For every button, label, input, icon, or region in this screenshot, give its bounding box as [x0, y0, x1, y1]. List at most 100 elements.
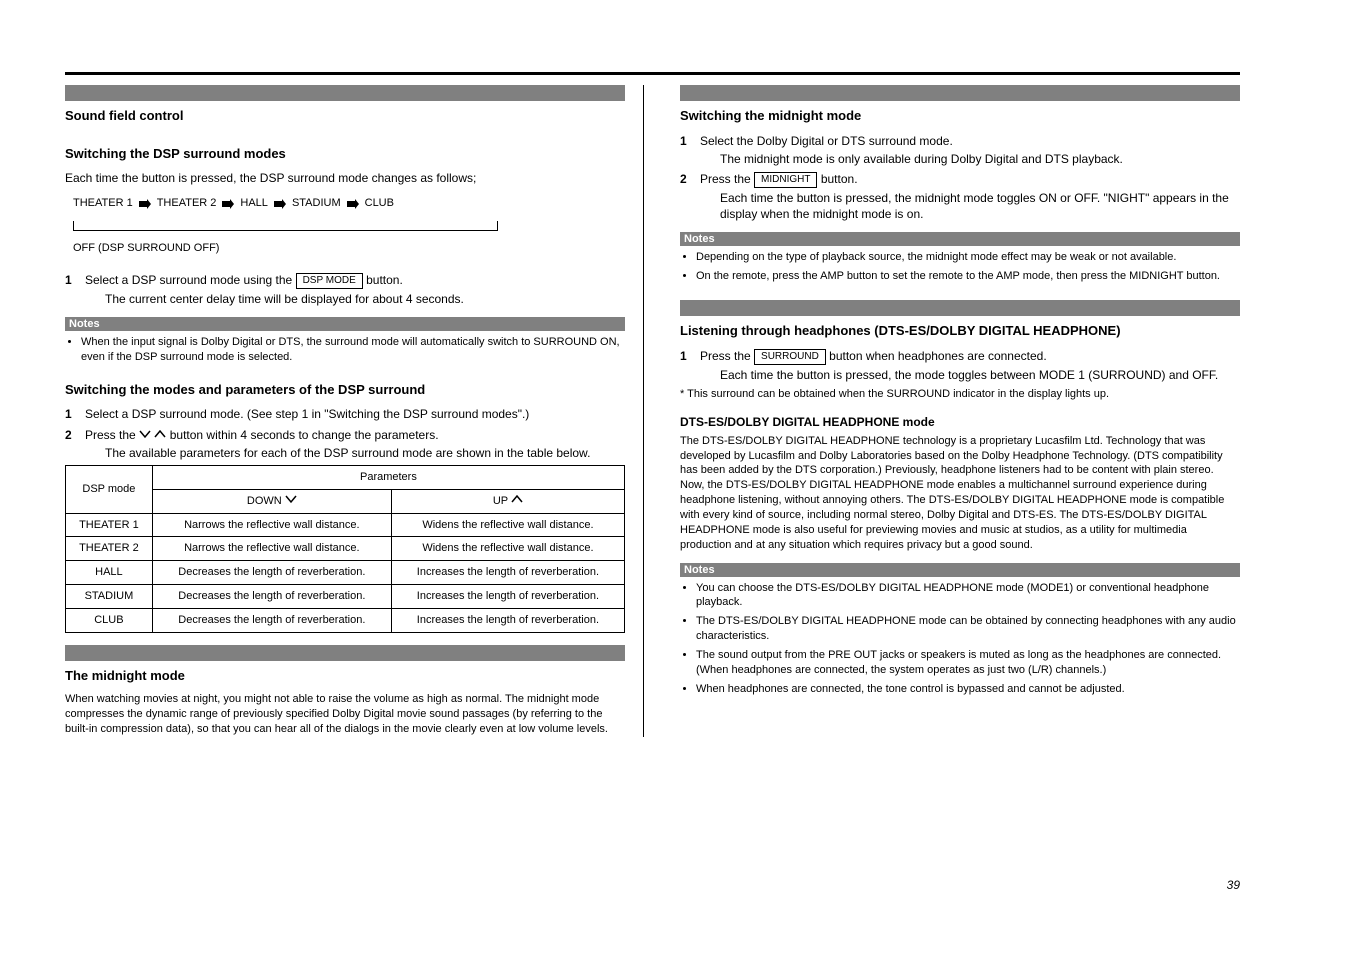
table-cell: CLUB — [66, 609, 153, 633]
step-text: button. — [821, 172, 858, 186]
table-cell: THEATER 1 — [66, 513, 153, 537]
dsp-step-1: 1 Select a DSP surround mode using the D… — [65, 272, 625, 307]
sound-field-title: Sound field control — [65, 107, 625, 125]
mn-step-2: 2 Press the MIDNIGHT button. Each time t… — [680, 171, 1240, 222]
dsp-param-step-1: 1 Select a DSP surround mode. (See step … — [65, 406, 625, 422]
table-row: CLUB Decreases the length of reverberati… — [66, 609, 625, 633]
table-cell: HALL — [66, 561, 153, 585]
hp-footnote: * This surround can be obtained when the… — [680, 387, 1240, 402]
table-cell: Increases the length of reverberation. — [391, 561, 624, 585]
dsp-modes-title: Switching the DSP surround modes — [65, 145, 625, 163]
step-text: Press the — [700, 172, 754, 186]
midnight-title: The midnight mode — [65, 667, 625, 685]
page-number: 39 — [1227, 878, 1240, 892]
step-indent: The current center delay time will be di… — [105, 291, 625, 307]
mn-notes: Notes Depending on the type of playback … — [680, 232, 1240, 284]
hp-sub-title: DTS-ES/DOLBY DIGITAL HEADPHONE mode — [680, 414, 1240, 430]
step-text: Select a DSP surround mode using the — [85, 273, 296, 287]
step-number: 1 — [65, 406, 79, 422]
note-item: When headphones are connected, the tone … — [696, 682, 1240, 697]
note-item: When the input signal is Dolby Digital o… — [81, 335, 625, 365]
dsp-flow: THEATER 1 THEATER 2 HALL STADIUM CLUB — [73, 196, 625, 211]
table-row: THEATER 1 Narrows the reflective wall di… — [66, 513, 625, 537]
table-cell: THEATER 2 — [66, 537, 153, 561]
table-cell: Increases the length of reverberation. — [391, 585, 624, 609]
note-item: You can choose the DTS-ES/DOLBY DIGITAL … — [696, 581, 1240, 611]
flow-bracket — [73, 221, 498, 231]
dsp-params-table: DSP mode Parameters DOWN UP THEATER 1 Na… — [65, 465, 625, 633]
step-number: 1 — [680, 348, 694, 383]
dsp-params-title: Switching the modes and parameters of th… — [65, 381, 625, 399]
step-number: 1 — [65, 272, 79, 307]
flow-off: OFF (DSP SURROUND OFF) — [73, 241, 625, 256]
surround-button-label: SURROUND — [754, 349, 826, 365]
flow-node: CLUB — [365, 196, 394, 211]
hp-notes: Notes You can choose the DTS-ES/DOLBY DI… — [680, 563, 1240, 697]
section-bar-midnight — [65, 645, 625, 661]
midnight-button-label: MIDNIGHT — [754, 172, 817, 188]
step-number: 2 — [65, 427, 79, 461]
step-text: Select a DSP surround mode. (See step 1 … — [85, 406, 625, 422]
table-row: THEATER 2 Narrows the reflective wall di… — [66, 537, 625, 561]
arrow-right-icon — [274, 199, 286, 209]
left-column: Sound field control Switching the DSP su… — [65, 85, 644, 737]
hp-step-1: 1 Press the SURROUND button when headpho… — [680, 348, 1240, 383]
step-number: 2 — [680, 171, 694, 222]
table-row: STADIUM Decreases the length of reverber… — [66, 585, 625, 609]
chevron-down-icon — [285, 494, 297, 509]
midnight-switch-title: Switching the midnight mode — [680, 107, 1240, 125]
table-cell: Widens the reflective wall distance. — [391, 537, 624, 561]
table-cell: Decreases the length of reverberation. — [152, 561, 391, 585]
step-indent: The available parameters for each of the… — [105, 445, 625, 461]
arrow-right-icon — [139, 199, 151, 209]
table-header-down: DOWN — [152, 489, 391, 513]
section-bar-midnight-switch — [680, 85, 1240, 101]
dsp-intro: Each time the button is pressed, the DSP… — [65, 170, 625, 186]
table-cell: Narrows the reflective wall distance. — [152, 513, 391, 537]
section-bar-headphones — [680, 300, 1240, 316]
note-item: On the remote, press the AMP button to s… — [696, 269, 1240, 284]
flow-node: STADIUM — [292, 196, 341, 211]
note-item: The sound output from the PRE OUT jacks … — [696, 648, 1240, 678]
chevron-up-icon — [511, 494, 523, 509]
headphones-title: Listening through headphones (DTS-ES/DOL… — [680, 322, 1240, 340]
chevron-up-icon — [154, 427, 166, 443]
mn-step-1: 1 Select the Dolby Digital or DTS surrou… — [680, 133, 1240, 167]
note-item: The DTS-ES/DOLBY DIGITAL HEADPHONE mode … — [696, 614, 1240, 644]
step-text: Select the Dolby Digital or DTS surround… — [700, 134, 953, 148]
table-header-up: UP — [391, 489, 624, 513]
section-bar-sound — [65, 85, 625, 101]
dsp-notes: Notes When the input signal is Dolby Dig… — [65, 317, 625, 365]
table-cell: Narrows the reflective wall distance. — [152, 537, 391, 561]
midnight-intro: When watching movies at night, you might… — [65, 692, 625, 737]
table-header: Parameters — [152, 465, 624, 489]
step-text: button. — [366, 273, 403, 287]
flow-node: THEATER 1 — [73, 196, 133, 211]
step-indent: The midnight mode is only available duri… — [720, 151, 1240, 167]
arrow-right-icon — [347, 199, 359, 209]
dsp-mode-button-label: DSP MODE — [296, 273, 363, 289]
step-number: 1 — [680, 133, 694, 167]
dsp-param-step-2: 2 Press the button within 4 seconds to c… — [65, 427, 625, 461]
hp-sub-body: The DTS-ES/DOLBY DIGITAL HEADPHONE techn… — [680, 434, 1240, 553]
right-column: Switching the midnight mode 1 Select the… — [680, 85, 1240, 737]
table-row: HALL Decreases the length of reverberati… — [66, 561, 625, 585]
table-cell: Decreases the length of reverberation. — [152, 585, 391, 609]
step-indent: Each time the button is pressed, the mid… — [720, 190, 1240, 222]
table-header: DSP mode — [66, 465, 153, 513]
step-text: Press the — [700, 349, 754, 363]
step-text: Press the — [85, 428, 139, 442]
flow-node: THEATER 2 — [157, 196, 217, 211]
note-item: Depending on the type of playback source… — [696, 250, 1240, 265]
flow-node: HALL — [240, 196, 268, 211]
table-cell: Decreases the length of reverberation. — [152, 609, 391, 633]
step-indent: Each time the button is pressed, the mod… — [720, 367, 1240, 383]
table-cell: Widens the reflective wall distance. — [391, 513, 624, 537]
top-rule — [65, 72, 1240, 75]
step-text: button when headphones are connected. — [829, 349, 1047, 363]
table-cell: Increases the length of reverberation. — [391, 609, 624, 633]
table-cell: STADIUM — [66, 585, 153, 609]
arrow-right-icon — [222, 199, 234, 209]
chevron-down-icon — [139, 427, 151, 443]
step-text: button within 4 seconds to change the pa… — [170, 428, 439, 442]
